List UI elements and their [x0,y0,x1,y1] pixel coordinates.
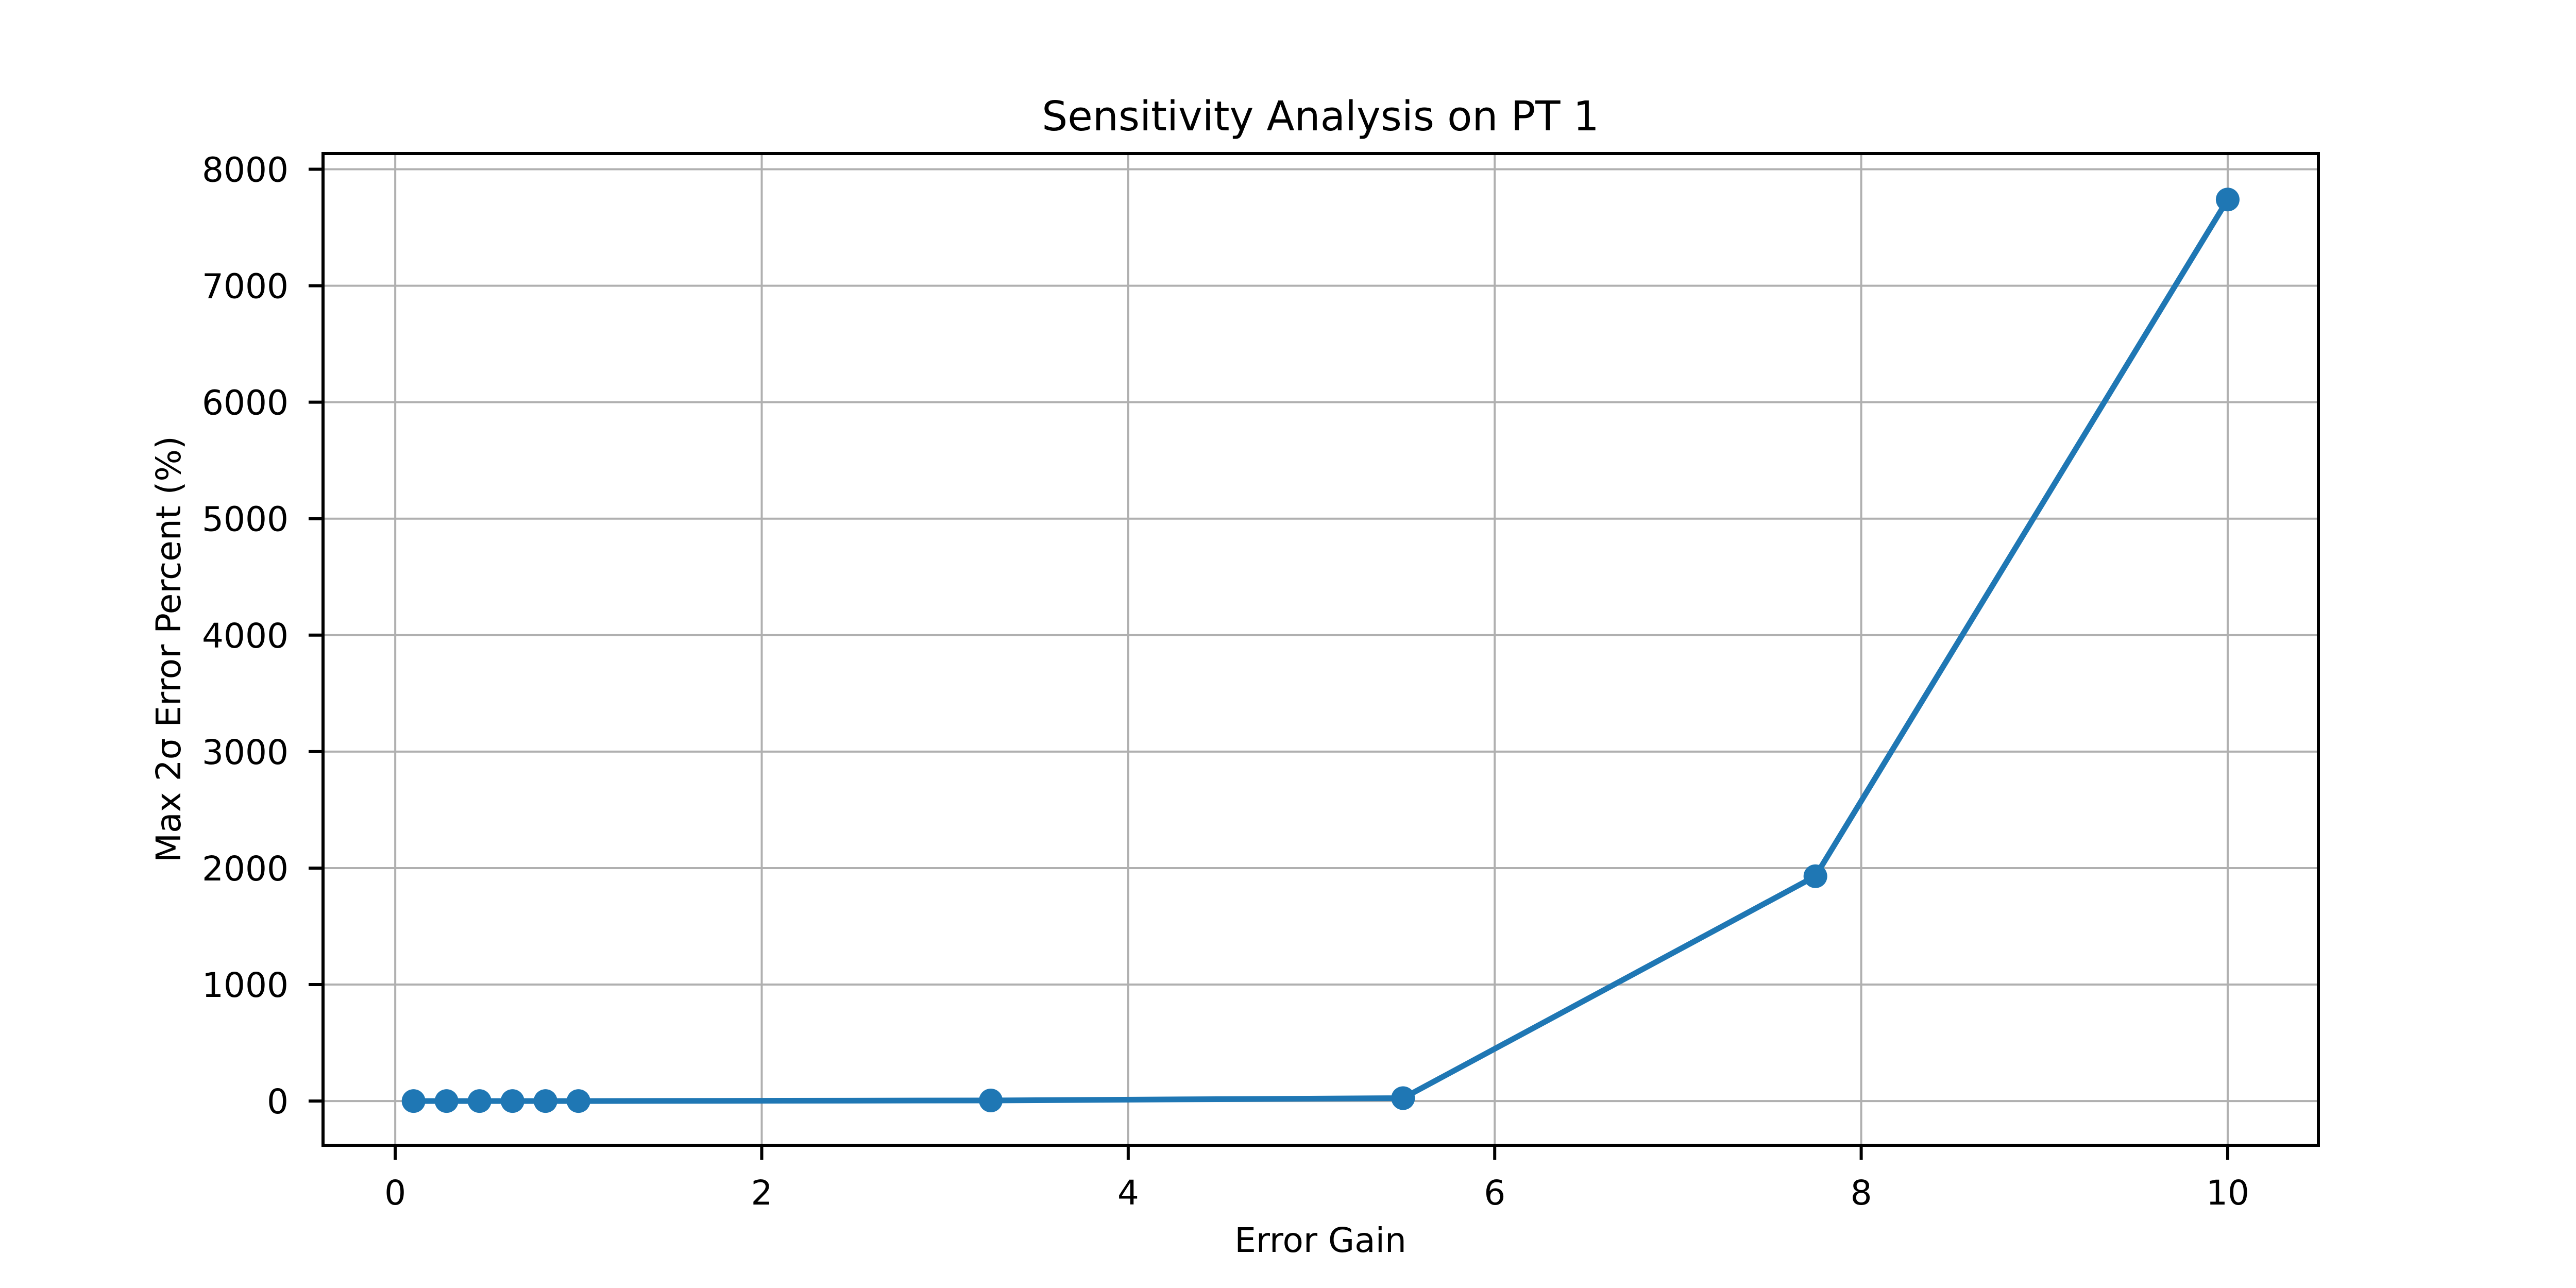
series-layer [401,188,2240,1113]
x-tick-label: 4 [1117,1173,1139,1213]
y-tick-label: 8000 [202,150,289,190]
data-point [1803,864,1827,888]
y-tick-label: 3000 [202,733,289,772]
y-tick-label: 4000 [202,616,289,656]
data-point [979,1088,1003,1112]
x-tick-label: 2 [751,1173,772,1213]
data-point [2215,188,2240,212]
y-axis-label: Max 2σ Error Percent (%) [149,436,189,862]
plot-border [321,152,2320,1147]
data-point [566,1089,590,1113]
y-tick-label: 2000 [202,849,289,889]
y-tick-label: 1000 [202,965,289,1005]
y-tick-label: 5000 [202,500,289,539]
x-tick-label: 6 [1484,1173,1505,1213]
chart-title: Sensitivity Analysis on PT 1 [1042,93,1599,140]
y-tick-label: 0 [267,1082,289,1122]
x-tick-label: 0 [384,1173,406,1213]
grid-layer [323,154,2318,1145]
data-point [500,1089,524,1113]
series-line [411,196,2231,1104]
data-point [401,1089,426,1113]
data-point [434,1089,459,1113]
data-point [1391,1086,1415,1110]
y-tick-label: 6000 [202,383,289,423]
y-tick-label: 7000 [202,267,289,307]
x-axis-label: Error Gain [1234,1221,1406,1260]
x-tick-label: 10 [2206,1173,2249,1213]
data-point [467,1089,492,1113]
x-tick-label: 8 [1851,1173,1872,1213]
tick-layer: 0 2 4 6 8 10 0 1000 2000 3000 4000 5000 6000 7000 8000 [202,150,2249,1213]
data-point [533,1089,557,1113]
